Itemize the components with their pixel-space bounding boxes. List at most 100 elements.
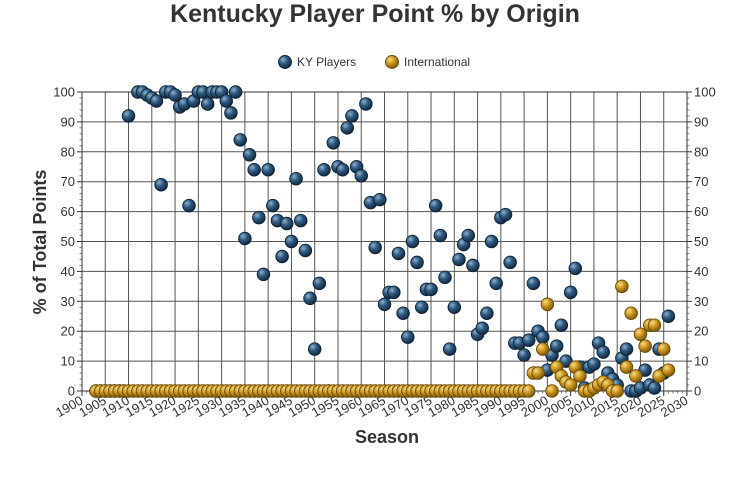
ky-players-point xyxy=(414,300,429,315)
ky-players-point xyxy=(200,97,215,111)
ky-players-point xyxy=(428,198,443,213)
ky-players-point xyxy=(317,162,331,177)
ky-players-point xyxy=(396,306,410,321)
ky-players-point xyxy=(526,276,541,291)
ky-players-point xyxy=(261,162,275,177)
y-tick-label: 90 xyxy=(61,114,75,129)
international-point xyxy=(647,318,662,332)
y-tick-label: 80 xyxy=(61,144,75,159)
ky-players-point xyxy=(461,228,476,243)
y-tick-label-right: 100 xyxy=(694,85,716,100)
ky-players-point xyxy=(284,234,299,249)
y-tick-label: 30 xyxy=(61,294,75,309)
x-axis-title: Season xyxy=(355,427,419,447)
legend: KY Players International xyxy=(278,55,470,69)
ky-players-point xyxy=(289,171,303,186)
ky-players-point xyxy=(182,198,196,213)
international-point xyxy=(633,327,648,341)
ky-players-point xyxy=(549,339,564,353)
ky-players-point xyxy=(345,109,359,123)
y-tick-label-right: 60 xyxy=(694,204,708,219)
international-point xyxy=(522,384,536,398)
ky-players-point xyxy=(596,345,610,359)
y-tick-label: 20 xyxy=(61,324,75,339)
legend-marker-ky-players xyxy=(278,55,292,69)
ky-players-point xyxy=(619,342,634,356)
ky-players-point xyxy=(535,330,550,344)
y-tick-label: 40 xyxy=(61,264,75,279)
ky-players-point xyxy=(484,234,499,249)
legend-label-ky-players: KY Players xyxy=(297,55,356,69)
ky-players-point xyxy=(447,300,462,315)
y-tick-label-right: 80 xyxy=(694,144,708,159)
ky-players-point xyxy=(391,246,406,261)
ky-players-point xyxy=(522,333,536,347)
y-tick-label-right: 70 xyxy=(694,174,708,189)
international-point xyxy=(629,369,643,383)
ky-players-point xyxy=(647,381,662,395)
ky-players-point xyxy=(563,285,578,300)
ky-players-point xyxy=(517,348,531,362)
ky-players-point xyxy=(554,318,569,332)
y-tick-label: 100 xyxy=(53,85,75,100)
ky-players-point xyxy=(424,282,438,297)
ky-players-point xyxy=(293,213,308,228)
y-tick-label-right: 0 xyxy=(694,384,701,399)
ky-players-point xyxy=(401,330,415,344)
y-tick-label: 10 xyxy=(61,354,75,369)
ky-players-point xyxy=(252,210,266,225)
ky-players-point xyxy=(498,207,513,222)
ky-players-point xyxy=(307,342,322,356)
international-point xyxy=(619,360,634,374)
ky-players-point xyxy=(359,97,373,111)
international-point xyxy=(656,342,671,356)
ky-players-point xyxy=(256,267,271,282)
ky-players-point xyxy=(661,309,676,324)
international-point xyxy=(545,384,559,398)
ky-players-point xyxy=(228,85,243,99)
ky-players-point xyxy=(335,162,350,177)
international-point xyxy=(610,384,624,398)
ky-players-point xyxy=(373,192,387,207)
chart-title: Kentucky Player Point % by Origin xyxy=(170,0,580,28)
international-point xyxy=(563,378,578,392)
ky-players-point xyxy=(340,121,355,135)
series-international xyxy=(89,279,676,398)
ky-players-point xyxy=(168,88,182,102)
legend-label-international: International xyxy=(404,55,470,69)
ky-players-point xyxy=(247,162,261,177)
international-point xyxy=(531,366,545,380)
ky-players-point xyxy=(326,136,341,150)
ky-players-point xyxy=(480,306,494,321)
x-tick-label: 2030 xyxy=(658,393,691,420)
international-point xyxy=(535,342,550,356)
y-tick-label-right: 30 xyxy=(694,294,708,309)
y-tick-label: 0 xyxy=(68,384,75,399)
international-point xyxy=(540,297,555,312)
y-tick-label: 50 xyxy=(61,234,75,249)
international-point xyxy=(638,339,652,353)
international-point xyxy=(573,369,587,383)
international-point xyxy=(624,306,638,321)
ky-players-point xyxy=(219,94,234,108)
ky-players-point xyxy=(568,261,583,276)
international-point xyxy=(615,279,629,294)
ky-players-point xyxy=(238,231,252,246)
ky-players-point xyxy=(475,321,489,335)
ky-players-point xyxy=(121,109,136,123)
data-marks xyxy=(89,85,676,398)
ky-players-point xyxy=(224,106,238,120)
y-tick-label: 70 xyxy=(61,174,75,189)
ky-players-point xyxy=(242,148,257,162)
ky-players-point xyxy=(312,276,327,291)
y-tick-label-right: 20 xyxy=(694,324,708,339)
ky-players-point xyxy=(433,228,448,243)
y-tick-label-right: 50 xyxy=(694,234,708,249)
ky-players-point xyxy=(387,285,401,300)
ky-players-point xyxy=(503,255,517,270)
y-tick-label-right: 40 xyxy=(694,264,708,279)
y-tick-label: 60 xyxy=(61,204,75,219)
ky-players-point xyxy=(442,342,457,356)
ky-players-point xyxy=(275,249,289,264)
